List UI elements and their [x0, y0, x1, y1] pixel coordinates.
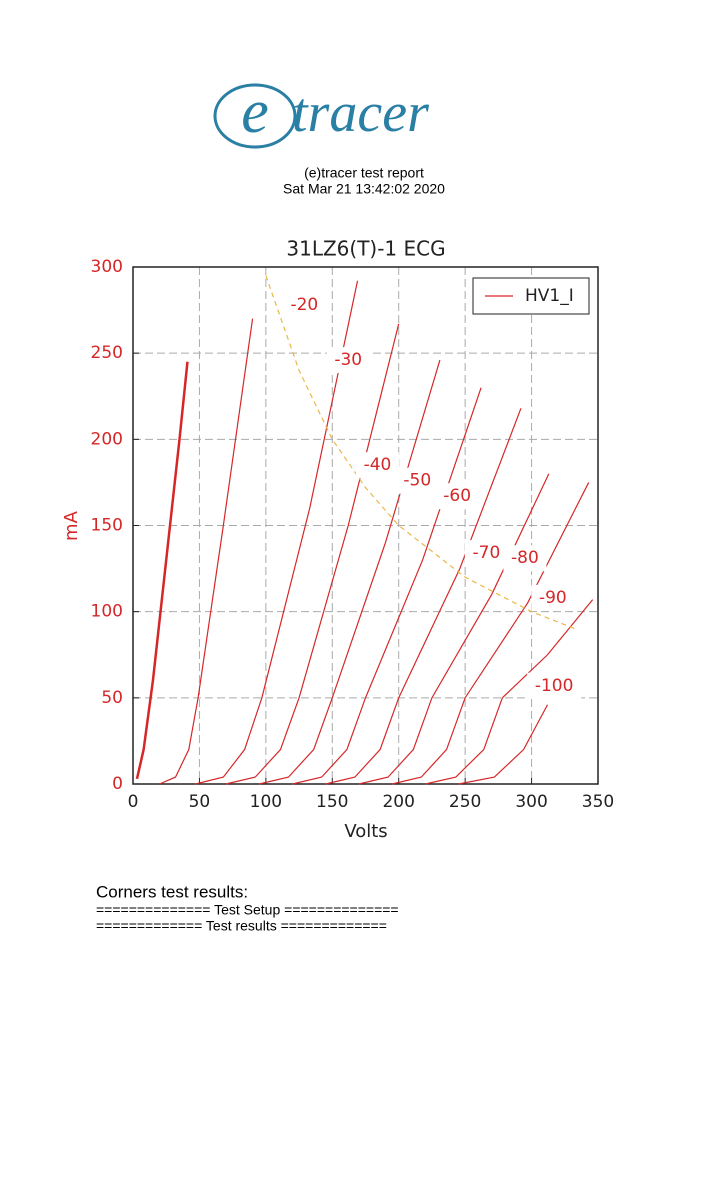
plot-frame — [132, 266, 599, 785]
logo-ring — [213, 83, 297, 149]
annotation: -90 — [539, 588, 567, 608]
annotation-box — [531, 584, 575, 611]
curve — [159, 318, 254, 785]
x-tick-label: 300 — [515, 792, 547, 812]
annotation: -80 — [511, 548, 539, 568]
annotation: -100 — [535, 676, 574, 696]
annotation-box — [395, 467, 439, 494]
annotation: -60 — [443, 486, 471, 506]
logo-text: tracer — [292, 82, 429, 144]
footer-heading: Corners test results: — [96, 882, 248, 901]
x-tick-label: 150 — [316, 792, 348, 812]
footer-line: ============= Test results ============= — [96, 918, 387, 934]
annotation: -20 — [290, 295, 318, 315]
x-tick-label: 0 — [128, 792, 139, 812]
curve — [135, 361, 189, 780]
report-title: (e)tracer test report — [304, 165, 424, 181]
x-tick-label: 200 — [382, 792, 414, 812]
y-tick-label: 100 — [91, 602, 123, 622]
y-tick-label: 200 — [91, 429, 123, 449]
curve — [425, 599, 594, 785]
curve — [292, 387, 482, 785]
chart-title: 31LZ6(T)-1 ECG — [286, 237, 445, 261]
annotation-box — [435, 483, 479, 510]
curve — [391, 482, 590, 785]
legend-label: HV1_I — [525, 286, 574, 306]
annotation: -70 — [473, 543, 501, 563]
annotation-box — [464, 540, 508, 567]
report-date: Sat Mar 21 13:42:02 2020 — [283, 181, 445, 197]
annotation-box — [527, 672, 582, 699]
logo-mark: e — [241, 78, 269, 146]
annotation-box — [503, 545, 547, 572]
annotation: -50 — [403, 471, 431, 491]
annotation-box — [326, 347, 370, 374]
x-tick-label: 250 — [449, 792, 481, 812]
curve — [225, 323, 400, 785]
curve — [195, 280, 359, 785]
footer-line: ============== Test Setup ============== — [96, 902, 399, 918]
y-tick-label: 300 — [91, 257, 123, 277]
annotation-box — [282, 291, 326, 318]
annotation-box — [355, 452, 399, 479]
x-tick-label: 50 — [189, 792, 211, 812]
curve — [458, 704, 549, 785]
y-tick-label: 50 — [101, 688, 123, 708]
y-tick-label: 0 — [112, 774, 123, 794]
curve — [259, 359, 441, 785]
annotation: -30 — [334, 350, 362, 370]
x-tick-label: 100 — [250, 792, 282, 812]
annotation: -40 — [364, 455, 392, 475]
x-axis-label: Volts — [344, 821, 387, 842]
x-tick-label: 350 — [582, 792, 614, 812]
dashed-curve — [265, 275, 576, 630]
y-axis-label: mA — [61, 510, 82, 541]
curve — [358, 473, 550, 785]
y-tick-label: 250 — [91, 343, 123, 363]
y-tick-label: 150 — [91, 516, 123, 536]
